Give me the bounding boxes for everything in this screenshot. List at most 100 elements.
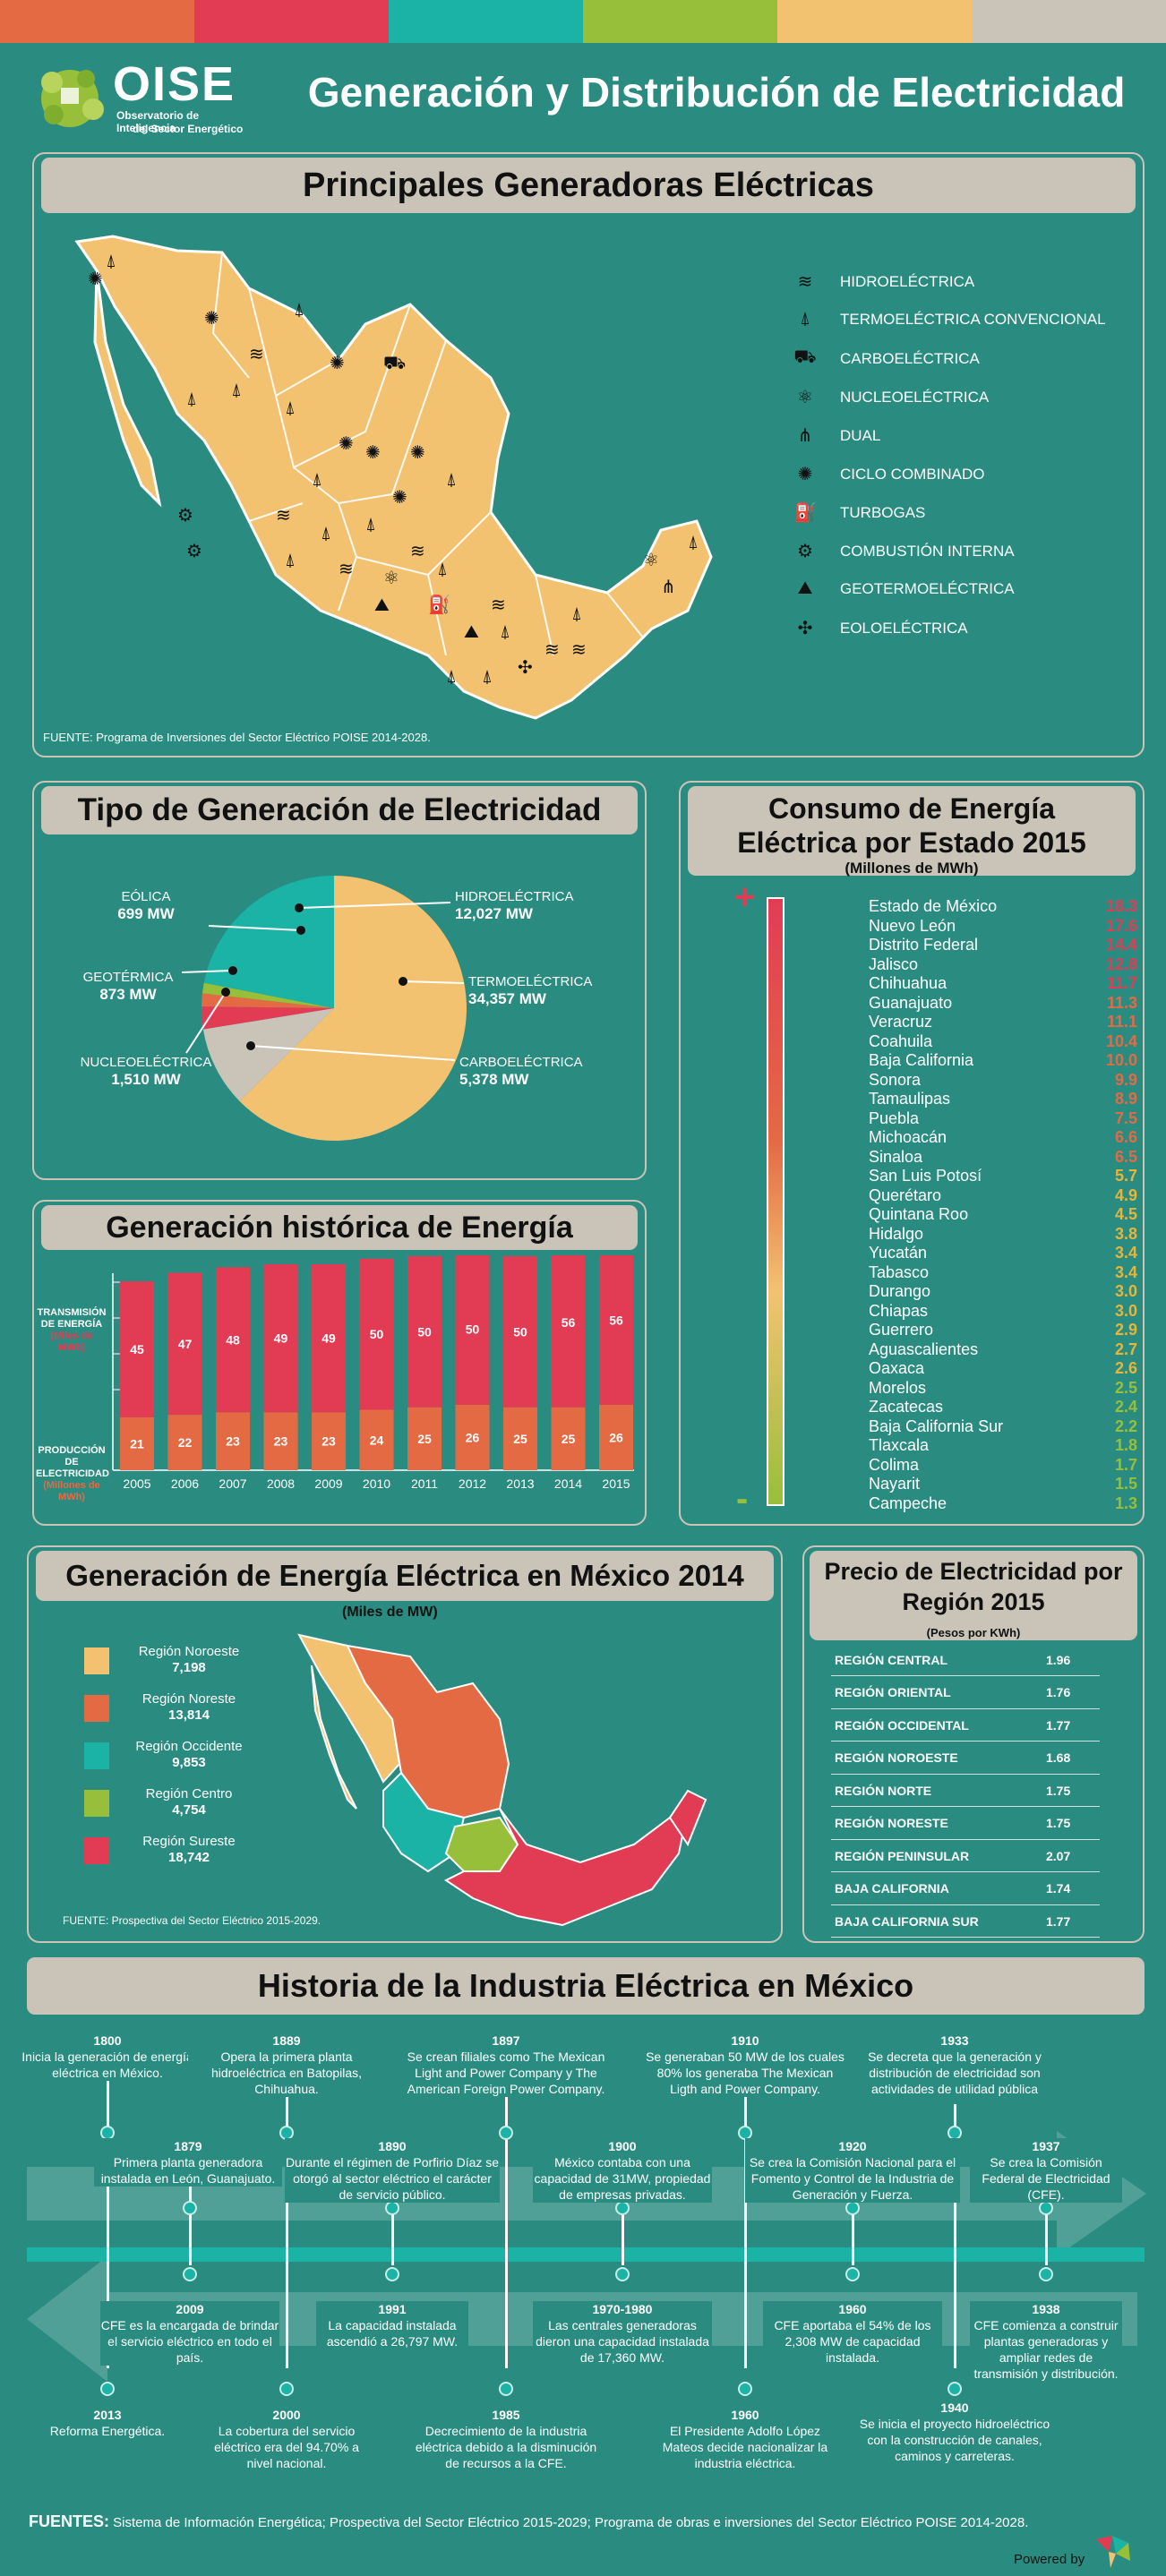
- svg-text:⛰: ⛰: [374, 594, 390, 615]
- state-value: 9.9: [1114, 1070, 1137, 1089]
- state-row: Nayarit 1.5: [869, 1475, 1137, 1493]
- pie-leader-dot: [246, 1041, 255, 1050]
- timeline-dot: [183, 2201, 197, 2215]
- svg-text:⍋: ⍋: [285, 549, 296, 570]
- timeline-stem: [744, 2068, 747, 2368]
- svg-text:✺: ✺: [330, 352, 345, 373]
- region-value: 7,198: [172, 1660, 206, 1675]
- bar-production: [120, 1416, 154, 1470]
- state-value: 2.4: [1114, 1398, 1137, 1416]
- bar-production: [599, 1404, 633, 1470]
- timeline-text: Opera la primera planta hidroeléctrica e…: [210, 2050, 363, 2096]
- historic-bar-chart: 21 45 2005 22 47 2006 23 48 2007 23 49 2008 23 49 2009…: [112, 1255, 634, 1491]
- page-title: Generación y Distribución de Electricida…: [307, 69, 1126, 116]
- mexico-generators-map: ⍋✺✺ ⍋✺ ≋⍋⍋⛟⍋ ✺ ✺⍋✺✺ ⍋≋⍋ ⍋⍋ ≋ ⚛≋⍋⛽ ⛰✣≋ ≋⍋ ⍋⍋⚛⋔…: [74, 235, 713, 720]
- powered-by: Powered by: [1014, 2552, 1085, 2567]
- timeline-event: 1890 Durante el régimen de Porfirio Díaz …: [285, 2138, 500, 2203]
- timeline-text: Se inicia el proyecto hidroeléctrico con…: [859, 2417, 1050, 2463]
- state-name: Sonora: [869, 1070, 922, 1089]
- pie-label: NUCLEOELÉCTRICA: [81, 1055, 212, 1070]
- bar-transmission-label: 50: [466, 1322, 480, 1337]
- state-name: Tamaulipas: [869, 1090, 951, 1108]
- timeline-text: Primera planta generadora instalada en L…: [100, 2155, 276, 2186]
- timeline-dot: [845, 2201, 860, 2215]
- bar-transmission-label: 48: [226, 1332, 240, 1347]
- state-name: Nayarit: [869, 1475, 921, 1493]
- price-region: REGIÓN CENTRAL: [835, 1652, 947, 1667]
- timeline-event: 1937 Se crea la Comisión Federal de Elect…: [970, 2138, 1122, 2203]
- price-row: REGIÓN NORTE 1.75: [831, 1775, 1100, 1807]
- timeline-event: 1960 El Presidente Adolfo López Mateos de…: [656, 2407, 835, 2471]
- bar-production-label: 24: [370, 1433, 384, 1447]
- region-name: Región Centro: [145, 1786, 233, 1801]
- price-region: REGIÓN PENINSULAR: [835, 1848, 970, 1863]
- timeline-event: 1938 CFE comienza a construir plantas gen…: [970, 2301, 1122, 2382]
- history-panel: Historia de la Industria Eléctrica en Mé…: [27, 1957, 1145, 2495]
- timeline-text: Reforma Energética.: [49, 2424, 166, 2438]
- legend-label: TERMOELÉCTRICA CONVENCIONAL: [840, 310, 1106, 328]
- state-row: Jalisco 12.8: [869, 955, 1137, 974]
- timeline-year: 1800: [93, 2033, 122, 2048]
- region-name: Región Noreste: [141, 1691, 236, 1707]
- state-name: Tabasco: [869, 1262, 930, 1281]
- price-region: REGIÓN NORESTE: [835, 1816, 948, 1830]
- state-value: 1.8: [1114, 1436, 1137, 1454]
- production-label: PRODUCCIÓN DE ELECTRICIDAD (Millones de …: [36, 1445, 109, 1503]
- historic-title: Generación histórica de Energía: [41, 1205, 638, 1250]
- bar-transmission-label: 49: [274, 1331, 288, 1346]
- legend-item: ⍋ TERMOELÉCTRICA CONVENCIONAL: [790, 309, 1106, 329]
- wind-icon: ✣: [797, 619, 813, 638]
- state-value: 2.5: [1114, 1378, 1137, 1397]
- timeline-event: 1889 Opera la primera planta hidroeléctri…: [188, 2033, 385, 2097]
- state-value: 10.4: [1105, 1031, 1137, 1050]
- region-legend-item: Región Noreste 13,814: [56, 1691, 253, 1733]
- timeline-text: Se crean filiales como The Mexican Light…: [407, 2050, 605, 2096]
- state-row: Michoacán 6.6: [869, 1128, 1137, 1147]
- timeline-dot: [615, 2267, 630, 2281]
- pie-slice-carboeléctrica: [202, 1008, 334, 1101]
- state-value: 3.4: [1114, 1262, 1137, 1281]
- state-value: 3.8: [1114, 1224, 1137, 1243]
- region-legend-item: Región Noroeste 7,198: [56, 1644, 253, 1685]
- pie-leader-line: [250, 1045, 456, 1061]
- bar-transmission-label: 56: [609, 1313, 623, 1327]
- price-value: 1.76: [1046, 1685, 1071, 1699]
- svg-text:⍋: ⍋: [231, 379, 242, 400]
- pie-value: 34,357 MW: [468, 990, 547, 1007]
- state-name: Yucatán: [869, 1244, 928, 1262]
- price-value: 2.07: [1046, 1848, 1071, 1863]
- bar-production-label: 25: [513, 1432, 527, 1446]
- timeline-dot: [738, 2382, 752, 2396]
- timeline-event: 1933 Se decreta que la generación y distr…: [861, 2033, 1049, 2097]
- timeline-event: 1897 Se crean filiales como The Mexican L…: [399, 2033, 613, 2097]
- transmission-unit: (Miles de MWh): [50, 1331, 93, 1353]
- price-panel: Precio de Electricidad por Región 2015 (…: [802, 1545, 1145, 1943]
- bar-production: [551, 1407, 586, 1470]
- bar-production-label: 23: [274, 1434, 288, 1449]
- state-row: Guanajuato 11.3: [869, 994, 1137, 1013]
- consumption-panel: Consumo de Energía Eléctrica por Estado …: [679, 781, 1145, 1526]
- state-value: 1.5: [1114, 1475, 1137, 1493]
- price-row: REGIÓN ORIENTAL 1.76: [831, 1677, 1100, 1709]
- svg-text:✺: ✺: [88, 268, 103, 289]
- state-value: 6.5: [1114, 1147, 1137, 1166]
- consumption-unit: (Millones de MWh): [844, 860, 979, 877]
- pie-value: 5,378 MW: [459, 1071, 529, 1088]
- timeline-dot: [499, 2126, 513, 2140]
- svg-text:≋: ≋: [571, 638, 587, 660]
- state-value: 3.4: [1114, 1244, 1137, 1262]
- legend-item: ⋔ DUAL: [790, 424, 881, 447]
- history-title: Historia de la Industria Eléctrica en Mé…: [27, 1957, 1145, 2015]
- state-value: 2.2: [1114, 1416, 1137, 1435]
- svg-text:⚛: ⚛: [383, 567, 399, 588]
- state-name: Morelos: [869, 1378, 927, 1397]
- state-name: Jalisco: [869, 954, 919, 973]
- timeline-text: Inicia la generación de energía eléctric…: [21, 2050, 193, 2080]
- state-row: Yucatán 3.4: [869, 1244, 1137, 1262]
- price-value: 1.96: [1046, 1652, 1071, 1667]
- state-row: Campeche 1.3: [869, 1494, 1137, 1513]
- state-name: Distrito Federal: [869, 936, 979, 954]
- state-value: 2.6: [1114, 1359, 1137, 1377]
- timeline-dot: [615, 2201, 630, 2215]
- svg-text:⍋: ⍋: [688, 531, 699, 552]
